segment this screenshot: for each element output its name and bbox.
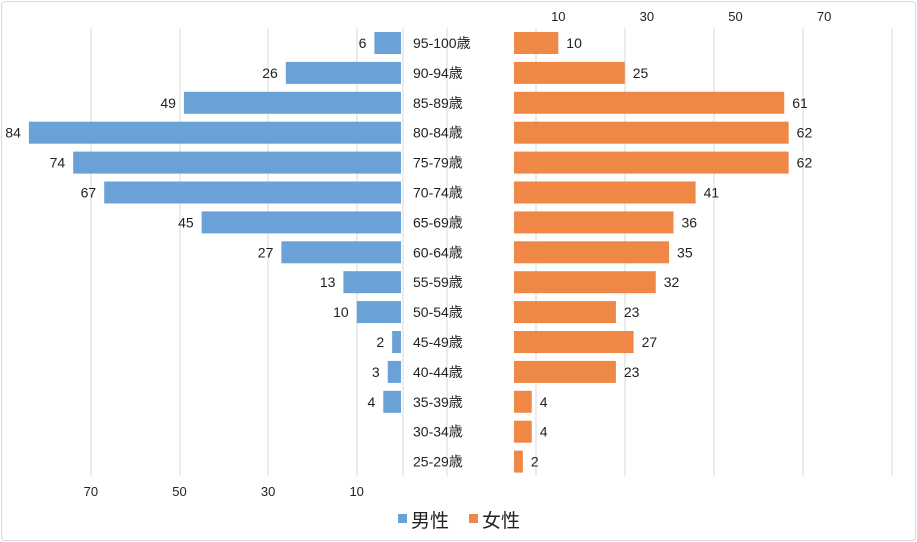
category-label: 85-89歳 [413,95,463,111]
female-data-label: 32 [664,274,680,290]
right-axis-tick-label: 70 [817,9,831,24]
category-label: 30-34歳 [413,424,463,440]
male-data-label: 84 [5,125,21,141]
male-bar [387,360,401,383]
female-data-label: 10 [566,35,582,51]
male-bar [383,390,401,413]
female-bar [514,450,523,473]
female-data-label: 27 [642,334,658,350]
category-label: 50-54歳 [413,304,463,320]
female-data-label: 62 [797,155,813,171]
female-data-label: 23 [624,364,640,380]
male-data-label: 67 [81,185,97,201]
category-label: 65-69歳 [413,214,463,230]
male-bar [28,121,401,144]
legend-label-male: 男性 [411,510,449,532]
male-bar [73,151,402,174]
category-label: 60-64歳 [413,244,463,260]
female-data-label: 4 [540,424,548,440]
female-data-label: 4 [540,394,548,410]
category-label: 95-100歳 [413,35,471,51]
male-data-label: 3 [372,364,380,380]
category-label: 80-84歳 [413,125,463,141]
female-data-label: 41 [704,185,720,201]
female-bar [514,360,616,383]
right-axis-tick-label: 50 [728,9,742,24]
male-data-label: 45 [178,214,194,230]
male-bar [374,32,401,54]
female-bar [514,390,532,413]
male-bar [285,61,401,84]
female-data-label: 36 [681,214,697,230]
category-label: 25-29歳 [413,454,463,470]
male-data-label: 4 [367,394,375,410]
category-label: 45-49歳 [413,334,463,350]
left-axis-tick-label: 30 [261,484,275,499]
male-bar [183,91,401,114]
female-bar [514,32,559,54]
left-axis-tick-label: 70 [84,484,98,499]
male-bar [392,331,401,353]
female-bar [514,181,696,204]
male-bar [201,211,401,234]
male-bar [104,181,401,204]
male-data-label: 10 [333,304,349,320]
female-bar [514,420,532,443]
legend-swatch-male [398,514,407,523]
male-bar [356,301,401,324]
category-label: 70-74歳 [413,185,463,201]
female-bar [514,211,674,234]
left-axis-tick-label: 10 [349,484,363,499]
female-bar [514,61,625,84]
category-label: 90-94歳 [413,65,463,81]
female-bar [514,331,634,353]
female-bar [514,91,785,114]
female-data-label: 25 [633,65,649,81]
male-data-label: 26 [262,65,278,81]
male-data-label: 13 [320,274,336,290]
category-label: 75-79歳 [413,155,463,171]
category-label: 35-39歳 [413,394,463,410]
female-data-label: 23 [624,304,640,320]
female-data-label: 61 [792,95,808,111]
category-label: 40-44歳 [413,364,463,380]
male-data-label: 6 [359,35,367,51]
category-label: 55-59歳 [413,274,463,290]
male-data-label: 27 [258,244,274,260]
female-data-label: 62 [797,125,813,141]
left-axis-tick-label: 50 [172,484,186,499]
right-axis-tick-label: 30 [640,9,654,24]
male-data-label: 49 [160,95,176,111]
female-bar [514,271,656,294]
female-data-label: 35 [677,244,693,260]
female-data-label: 2 [531,454,539,470]
male-bar [343,271,401,294]
male-data-label: 74 [50,155,66,171]
legend-swatch-female [469,514,478,523]
female-bar [514,301,616,324]
female-bar [514,121,789,144]
female-bar [514,151,789,174]
female-bar [514,241,670,264]
male-bar [281,241,401,264]
legend-label-female: 女性 [482,510,520,532]
right-axis-tick-label: 10 [551,9,565,24]
male-data-label: 2 [376,334,384,350]
